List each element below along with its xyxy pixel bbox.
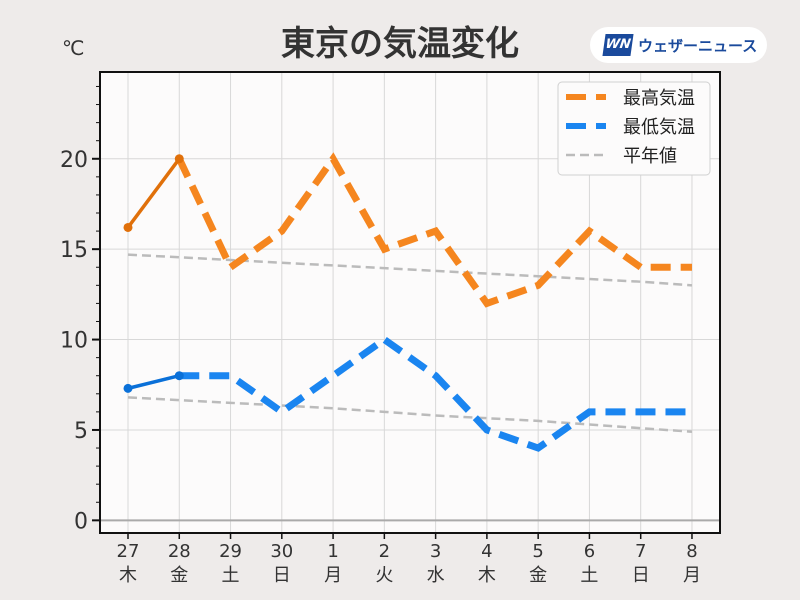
x-tick-day: 29 xyxy=(219,541,242,562)
chart-title: 東京の気温変化 xyxy=(281,24,519,64)
x-tick-weekday: 月 xyxy=(324,565,342,586)
x-tick-day: 27 xyxy=(117,541,140,562)
x-tick-weekday: 火 xyxy=(375,565,393,586)
y-tick-label: 20 xyxy=(60,148,88,173)
x-tick-weekday: 月 xyxy=(683,565,701,586)
y-tick-label: 10 xyxy=(60,329,88,354)
x-tick-weekday: 日 xyxy=(273,565,291,586)
max-observed-point xyxy=(123,222,133,232)
x-tick-day: 3 xyxy=(430,541,441,562)
x-tick-day: 6 xyxy=(584,541,595,562)
x-tick-weekday: 土 xyxy=(580,565,598,586)
x-tick-weekday: 木 xyxy=(478,565,496,586)
x-tick-weekday: 金 xyxy=(170,565,188,586)
x-tick-day: 1 xyxy=(327,541,338,562)
y-tick-label: 15 xyxy=(60,238,88,263)
weathernews-logo: WN ウェザーニュース xyxy=(590,27,767,63)
normal-temperature-line xyxy=(127,253,693,287)
x-tick-day: 8 xyxy=(686,541,697,562)
x-tick-weekday: 木 xyxy=(119,565,137,586)
x-tick-day: 5 xyxy=(532,541,543,562)
x-tick-weekday: 金 xyxy=(529,565,547,586)
x-tick-day: 30 xyxy=(270,541,293,562)
max-observed-point xyxy=(174,154,184,164)
y-tick-label: 5 xyxy=(74,419,88,444)
legend-label: 最高気温 xyxy=(623,88,695,109)
x-tick-day: 28 xyxy=(168,541,191,562)
x-tick-day: 2 xyxy=(379,541,390,562)
min-observed-point xyxy=(123,383,133,393)
x-tick-weekday: 土 xyxy=(222,565,240,586)
y-axis-unit: ℃ xyxy=(62,36,85,60)
min-observed-line xyxy=(127,374,180,391)
legend-label: 平年値 xyxy=(623,146,677,167)
min-observed-point xyxy=(174,371,184,381)
x-tick-weekday: 日 xyxy=(632,565,650,586)
legend-label: 最低気温 xyxy=(623,117,695,138)
x-tick-weekday: 水 xyxy=(427,565,445,586)
normal-temperature-line xyxy=(127,396,693,434)
x-tick-day: 4 xyxy=(481,541,492,562)
max-observed-line xyxy=(126,157,181,229)
x-tick-day: 7 xyxy=(635,541,646,562)
plot-frame xyxy=(99,71,721,534)
logo-text: ウェザーニュース xyxy=(638,37,758,55)
legend-box xyxy=(557,81,711,176)
y-tick-label: 0 xyxy=(74,509,88,534)
